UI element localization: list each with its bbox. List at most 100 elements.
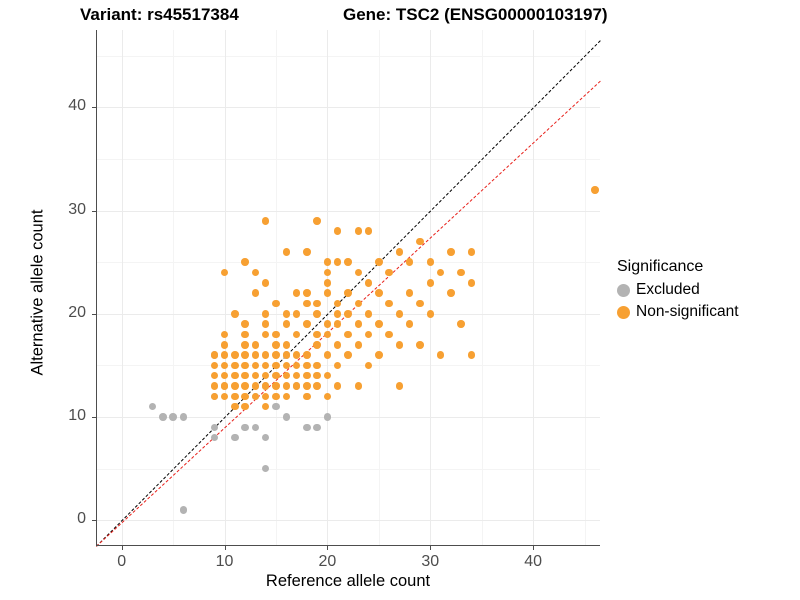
data-point [416,341,424,349]
data-point [241,371,249,380]
data-point [323,351,332,359]
data-point [272,330,280,339]
data-point [323,330,332,339]
grid-line-minor-vertical [173,30,175,546]
data-point [375,289,383,297]
data-point [261,433,270,442]
data-point [292,382,301,390]
y-axis-tick-label: 0 [77,510,86,528]
data-point [251,371,260,380]
grid-line-minor-horizontal [96,468,600,470]
data-point [436,351,445,359]
legend-items: Excluded Non-significant [617,279,797,323]
data-point [272,402,280,411]
grid-line-major-horizontal [96,107,600,109]
data-point [395,248,404,256]
data-point [210,423,219,432]
data-point [467,279,476,287]
x-axis-tick-label: 0 [117,553,127,570]
data-point [426,258,435,266]
data-point [210,361,219,370]
x-axis-tick [224,546,226,550]
data-point [344,330,352,339]
data-point [405,320,414,328]
data-point [323,268,332,277]
data-point [272,392,280,401]
x-axis-tick-label: 40 [524,553,543,570]
data-point [344,351,352,359]
legend-item[interactable]: Non-significant [617,301,797,323]
data-point [231,371,239,380]
y-axis-tick-label: 10 [68,407,86,424]
legend-item-label: Non-significant [636,303,739,320]
y-axis-tick-label: 30 [68,200,86,218]
data-point [261,279,270,287]
y-axis-title: Alternative allele count [28,209,47,376]
data-point [261,402,270,411]
grid-line-major-vertical [224,30,226,546]
x-axis-tick [327,546,329,550]
data-point [241,382,249,390]
x-axis-tick [430,546,432,550]
x-axis-title: Reference allele count [265,572,431,590]
legend-item[interactable]: Excluded [617,279,797,301]
data-point [303,320,311,328]
data-point [241,341,249,349]
data-point [333,258,342,266]
data-point [231,402,239,411]
legend-key-icon [617,305,630,319]
data-point [395,341,404,349]
data-point [436,268,445,277]
data-point [261,310,270,318]
grid-line-major-horizontal [96,520,600,522]
data-point [282,248,291,256]
data-point [261,382,270,390]
data-point [323,289,332,297]
data-point [313,371,321,380]
data-point [323,392,332,401]
data-point [416,299,424,308]
data-point [375,258,383,266]
data-point [354,268,363,277]
data-point [344,289,352,297]
data-point [251,351,260,359]
data-point [323,413,332,421]
data-point [261,320,270,328]
data-point [323,320,332,328]
data-point [313,341,321,349]
data-point [333,299,342,308]
data-point [231,310,239,318]
variant-title: Variant: rs45517384 [80,5,239,24]
data-point [282,341,291,349]
data-point [344,310,352,318]
grid-line-major-vertical [121,30,123,546]
data-point [220,330,229,339]
data-point [344,258,352,266]
data-point [375,351,383,359]
y-axis-tick [92,520,96,522]
data-point [169,413,177,421]
y-axis-tick-label: 20 [68,303,86,321]
data-point [303,382,311,390]
data-point [292,351,301,359]
data-point [354,341,363,349]
data-point [333,382,342,390]
data-point [375,320,383,328]
data-point [323,279,332,287]
x-axis-tick-label: 20 [318,553,337,570]
data-point [405,258,414,266]
data-point [251,361,260,370]
data-point [241,330,249,339]
data-point [261,351,270,359]
data-point [261,371,270,380]
data-point [333,227,342,235]
data-point [292,289,301,297]
grid-line-minor-vertical [584,30,586,546]
data-point [364,310,373,318]
grid-line-minor-vertical [276,30,277,546]
data-point [231,382,239,390]
data-point [354,320,363,328]
data-point [385,330,393,339]
data-point [251,341,260,349]
